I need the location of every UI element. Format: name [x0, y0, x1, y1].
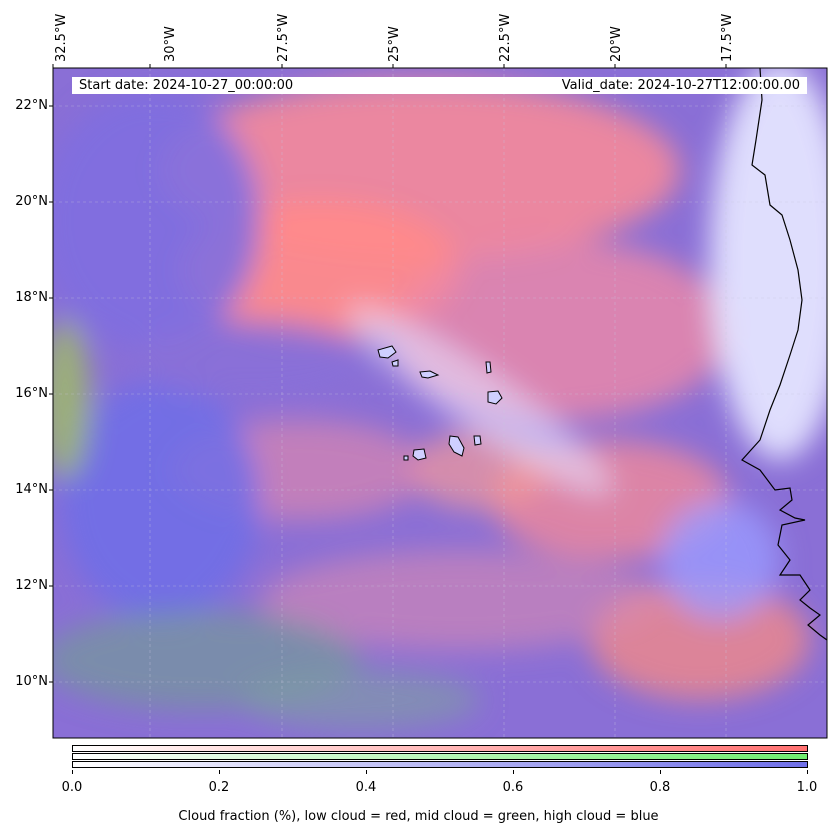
colorbar-tick-label: 0.4 — [355, 780, 377, 795]
lat-label: 22°N — [15, 98, 48, 113]
colorbar-tick-label: 0.0 — [61, 780, 83, 795]
cape-verde-islands — [377, 345, 503, 461]
colorbar — [72, 745, 808, 769]
lon-label: 25°W — [387, 26, 402, 62]
lon-label: 17.5°W — [720, 13, 735, 62]
lat-label: 14°N — [15, 482, 48, 497]
lat-label: 10°N — [15, 674, 48, 689]
colorbar-mid-row — [72, 753, 808, 760]
colorbar-low-row — [72, 745, 808, 752]
lon-label: 27.5°W — [276, 13, 291, 62]
colorbar-high-row — [72, 761, 808, 768]
start-date: Start date: 2024-10-27_00:00:00 — [79, 78, 294, 93]
colorbar-tick — [807, 770, 808, 774]
colorbar-tick — [219, 770, 220, 774]
colorbar-tick-label: 0.6 — [502, 780, 524, 795]
lon-label: 22.5°W — [498, 13, 513, 62]
lon-label: 32.5°W — [54, 13, 69, 62]
colorbar-tick — [72, 770, 73, 774]
lat-label: 18°N — [15, 290, 48, 305]
cloud-fraction-field — [53, 68, 827, 738]
colorbar-tick-label: 0.8 — [649, 780, 671, 795]
colorbar-label: Cloud fraction (%), low cloud = red, mid… — [178, 809, 659, 824]
colorbar-tick-label: 1.0 — [796, 780, 818, 795]
graticule — [53, 68, 827, 738]
lon-label: 30°W — [163, 26, 178, 62]
valid-date: Valid_date: 2024-10-27T12:00:00.00 — [561, 78, 800, 93]
colorbar-tick — [513, 770, 514, 774]
axis-ticks — [49, 64, 727, 683]
colorbar-tick — [366, 770, 367, 774]
lat-label: 16°N — [15, 386, 48, 401]
map-frame — [52, 67, 828, 739]
lat-label: 12°N — [15, 578, 48, 593]
colorbar-tick — [660, 770, 661, 774]
lon-label: 20°W — [609, 26, 624, 62]
colorbar-tick-label: 0.2 — [208, 780, 230, 795]
date-banner: Start date: 2024-10-27_00:00:00 Valid_da… — [72, 77, 807, 94]
africa-coastline — [741, 68, 827, 641]
lat-label: 20°N — [15, 194, 48, 209]
